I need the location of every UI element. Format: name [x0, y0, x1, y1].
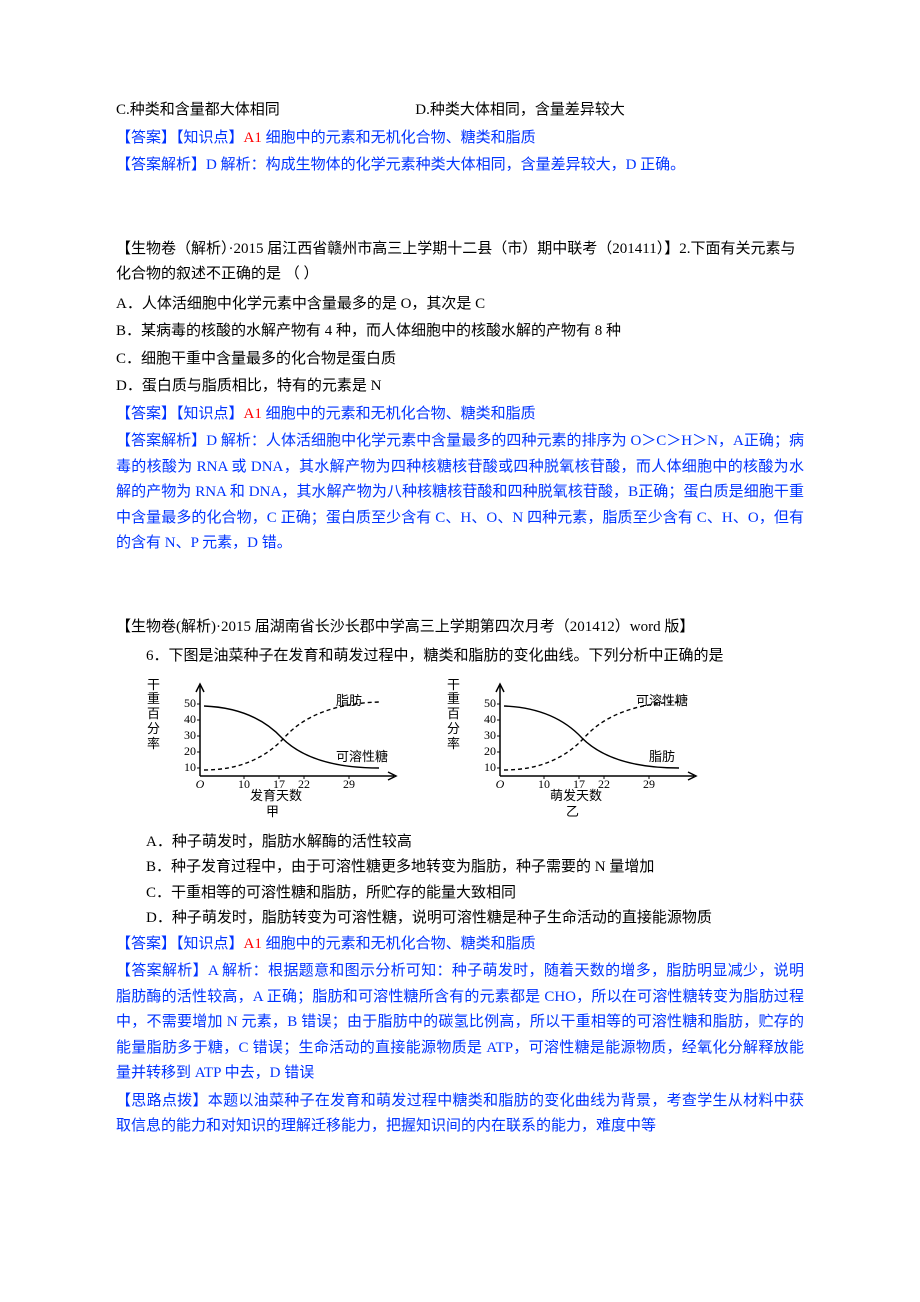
q3-opt-d: D．种子萌发时，脂肪转变为可溶性糖，说明可溶性糖是种子生命活动的直接能源物质: [116, 906, 804, 932]
answer-knowledge-label: 【答案】【知识点】: [116, 936, 244, 952]
chart-caption: 乙: [566, 801, 579, 823]
q3-opt-b: B．种子发育过程中，由于可溶性糖更多地转变为脂肪，种子需要的 N 量增加: [116, 855, 804, 881]
knowledge-code: A1: [244, 936, 262, 952]
q1-option-c: C.种类和含量都大体相同: [116, 102, 280, 118]
ytick: 20: [484, 744, 496, 758]
xtick: 10: [538, 777, 550, 791]
yaxis-label: 干重百分率: [146, 678, 161, 753]
svg-text:O: O: [496, 777, 505, 791]
knowledge-code: A1: [244, 130, 262, 146]
q3-tip: 【思路点拨】本题以油菜种子在发育和萌发过程中糖类和脂肪的变化曲线为背景，考查学生…: [116, 1089, 804, 1140]
chart-germination: 干重百分率 10 20 30 40 50 O: [446, 674, 726, 824]
analysis-label: 【答案解析】: [116, 433, 206, 449]
q2-knowledge-line: 【答案】【知识点】A1 细胞中的元素和无机化合物、糖类和脂质: [116, 402, 804, 428]
ytick: 30: [184, 728, 196, 742]
xtick: 29: [343, 777, 355, 791]
analysis-text: D 解析：构成生物体的化学元素种类大体相同，含量差异较大，D 正确。: [206, 157, 685, 173]
charts-row: 干重百分率 10 20 30 40 50: [116, 674, 804, 824]
xtick: 10: [238, 777, 250, 791]
ytick: 10: [184, 760, 196, 774]
xtick: 29: [643, 777, 655, 791]
q3-analysis: 【答案解析】A 解析：根据题意和图示分析可知：种子萌发时，随着天数的增多，脂肪明…: [116, 959, 804, 1087]
q3-opt-a: A．种子萌发时，脂肪水解酶的活性较高: [116, 830, 804, 856]
q3-stem: 6．下图是油菜种子在发育和萌发过程中，糖类和脂肪的变化曲线。下列分析中正确的是: [116, 644, 804, 670]
ytick: 40: [484, 712, 496, 726]
q3-source: 【生物卷(解析)·2015 届湖南省长沙长郡中学高三上学期第四次月考（20141…: [116, 615, 804, 641]
q1-analysis: 【答案解析】D 解析：构成生物体的化学元素种类大体相同，含量差异较大，D 正确。: [116, 153, 804, 179]
yaxis-label: 干重百分率: [446, 678, 461, 753]
chart-development: 干重百分率 10 20 30 40 50: [146, 674, 426, 824]
q3-knowledge-line: 【答案】【知识点】A1 细胞中的元素和无机化合物、糖类和脂质: [116, 932, 804, 958]
ytick: 10: [484, 760, 496, 774]
curve2-label: 脂肪: [649, 746, 675, 768]
analysis-label: 【答案解析】: [116, 963, 208, 979]
q2-opt-d: D．蛋白质与脂质相比，特有的元素是 N: [116, 374, 804, 400]
q3-opt-c: C．干重相等的可溶性糖和脂肪，所贮存的能量大致相同: [116, 881, 804, 907]
analysis-text: A 解析：根据题意和图示分析可知：种子萌发时，随着天数的增多，脂肪明显减少，说明…: [116, 963, 804, 1081]
analysis-label: 【答案解析】: [116, 157, 206, 173]
svg-text:O: O: [196, 777, 205, 791]
q2-source: 【生物卷（解析）·2015 届江西省赣州市高三上学期十二县（市）期中联考（201…: [116, 237, 804, 288]
analysis-text: D 解析：人体活细胞中化学元素中含量最多的四种元素的排序为 O＞C＞H＞N，A正…: [116, 433, 804, 551]
q2-analysis: 【答案解析】D 解析：人体活细胞中化学元素中含量最多的四种元素的排序为 O＞C＞…: [116, 429, 804, 557]
q2-opt-c: C．细胞干重中含量最多的化合物是蛋白质: [116, 347, 804, 373]
curve1-label: 可溶性糖: [636, 690, 688, 712]
tip-label: 【思路点拨】: [116, 1093, 208, 1109]
q2-opt-a: A．人体活细胞中化学元素中含量最多的是 O，其次是 C: [116, 292, 804, 318]
chart-caption: 甲: [266, 801, 279, 823]
ytick: 40: [184, 712, 196, 726]
knowledge-text: 细胞中的元素和无机化合物、糖类和脂质: [262, 936, 536, 952]
tip-text: 本题以油菜种子在发育和萌发过程中糖类和脂肪的变化曲线为背景，考查学生从材料中获取…: [116, 1093, 804, 1135]
answer-knowledge-label: 【答案】【知识点】: [116, 130, 244, 146]
ytick: 50: [484, 696, 496, 710]
q1-option-d: D.种类大体相同，含量差异较大: [415, 102, 625, 118]
knowledge-code: A1: [244, 406, 262, 422]
q1-options-line: C.种类和含量都大体相同 D.种类大体相同，含量差异较大: [116, 98, 804, 124]
q1-knowledge-line: 【答案】【知识点】A1 细胞中的元素和无机化合物、糖类和脂质: [116, 126, 804, 152]
ytick: 50: [184, 696, 196, 710]
ytick: 30: [484, 728, 496, 742]
curve1-label: 脂肪: [336, 690, 362, 712]
knowledge-text: 细胞中的元素和无机化合物、糖类和脂质: [262, 130, 536, 146]
document-page: C.种类和含量都大体相同 D.种类大体相同，含量差异较大 【答案】【知识点】A1…: [0, 0, 920, 1302]
q2-opt-b: B．某病毒的核酸的水解产物有 4 种，而人体细胞中的核酸水解的产物有 8 种: [116, 319, 804, 345]
answer-knowledge-label: 【答案】【知识点】: [116, 406, 244, 422]
ytick: 20: [184, 744, 196, 758]
curve2-label: 可溶性糖: [336, 746, 388, 768]
chart1-svg: 10 20 30 40 50 O 10 17 22 29: [164, 676, 424, 796]
knowledge-text: 细胞中的元素和无机化合物、糖类和脂质: [262, 406, 536, 422]
